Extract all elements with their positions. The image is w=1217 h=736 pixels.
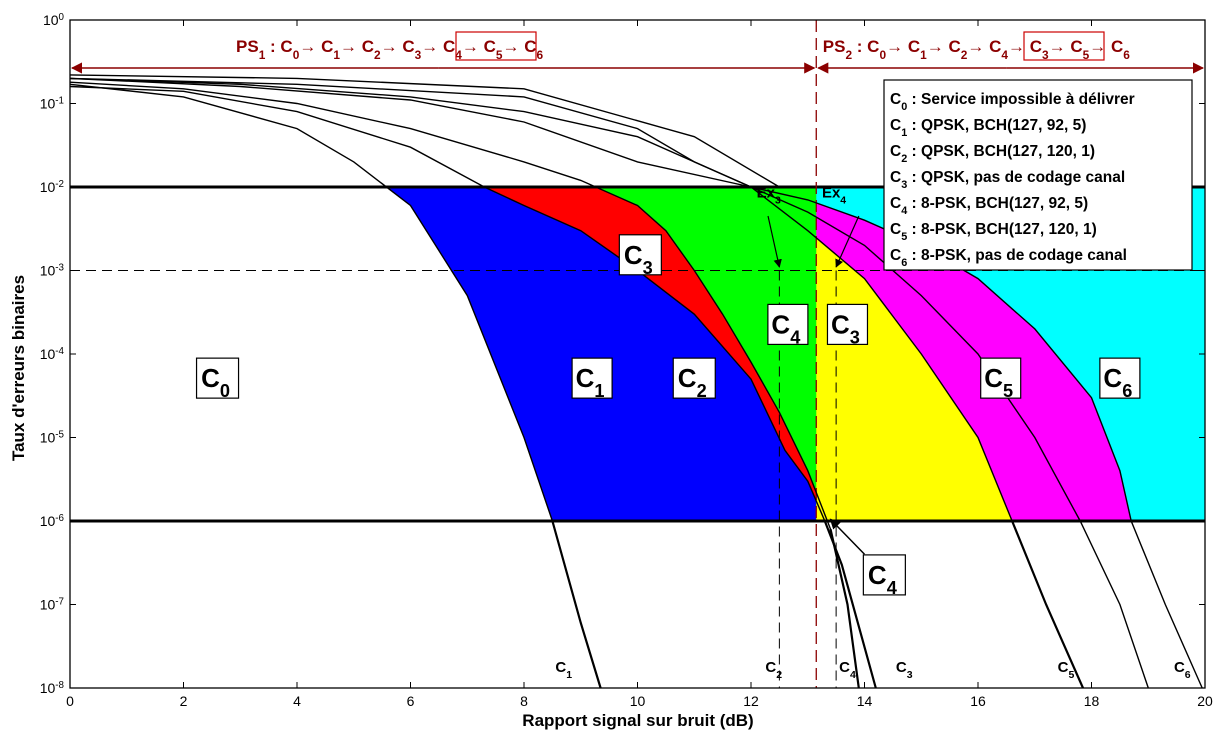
curve-bold-C2 bbox=[823, 520, 877, 689]
legend-entry-C0: C0 : Service impossible à délivrer bbox=[890, 91, 1135, 113]
region-label-box bbox=[826, 303, 869, 346]
curve-bold-C5 bbox=[1011, 520, 1085, 689]
region-label-C6: C6 bbox=[1103, 363, 1132, 401]
region-label-box bbox=[862, 554, 906, 596]
curve-label-C5: C5 bbox=[1058, 659, 1075, 681]
y-tick-label: 10-3 bbox=[40, 262, 65, 279]
curve-C3 bbox=[69, 77, 1149, 689]
legend: C0 : Service impossible à délivrer C1 : Q… bbox=[883, 79, 1193, 271]
legend-entry-C4: C4 : 8-PSK, BCH(127, 92, 5) bbox=[890, 195, 1088, 217]
x-tick-label: 8 bbox=[520, 693, 528, 709]
ps2-sequence: PS2 : C0→ C1→ C2→ C4→ C3→ C5→ C6 bbox=[823, 37, 1131, 62]
x-tick-label: 18 bbox=[1084, 693, 1100, 709]
y-tick-label: 10-1 bbox=[40, 95, 64, 112]
region-C3-right bbox=[816, 187, 1012, 521]
ex3-arrow bbox=[767, 215, 782, 268]
y-tick-label: 10-5 bbox=[40, 429, 65, 446]
ps1-sequence: PS1 : C0→ C1→ C2→ C3→ C4→ C5→ C6 bbox=[236, 37, 544, 62]
legend-entry-C5: C5 : 8-PSK, BCH(127, 120, 1) bbox=[890, 221, 1097, 243]
y-tick-label: 10-7 bbox=[40, 596, 64, 613]
ps2-swap-box bbox=[1023, 31, 1105, 61]
region-label-C2: C2 bbox=[678, 363, 707, 401]
curve-C4 bbox=[69, 81, 860, 689]
curve-C2 bbox=[69, 85, 877, 689]
region-label-C3: C3 bbox=[831, 309, 860, 347]
region-label-box bbox=[618, 234, 662, 276]
y-axis-label: Taux d'erreurs binaires bbox=[9, 275, 28, 461]
x-tick-label: 12 bbox=[743, 693, 759, 709]
x-tick-label: 16 bbox=[970, 693, 986, 709]
legend-entry-C6: C6 : 8-PSK, pas de codage canal bbox=[890, 247, 1127, 269]
y-tick-label: 10-2 bbox=[40, 179, 64, 196]
region-label-box bbox=[571, 357, 613, 399]
ps1-swap-box bbox=[455, 31, 537, 61]
ex3-label: Ex3 bbox=[757, 184, 781, 206]
x-tick-label: 14 bbox=[857, 693, 873, 709]
region-label-box bbox=[672, 357, 716, 399]
curve-label-C3: C3 bbox=[896, 659, 913, 681]
ex4-label: Ex4 bbox=[822, 184, 846, 206]
curve-C3 bbox=[69, 74, 780, 188]
region-label-C4: C4 bbox=[868, 560, 898, 598]
legend-entry-C3: C3 : QPSK, pas de codage canal bbox=[890, 169, 1125, 191]
axis-ticks: 0 2 4 6 8 10 12 14 16 18 20 100 10-1 10-2 10-3 10-4 10-5… bbox=[40, 12, 1213, 710]
region-label-box bbox=[980, 357, 1022, 399]
region-label-box bbox=[767, 303, 809, 346]
strategy-header: PS1 : C0→ C1→ C2→ C3→ C4→ C5→ C6 PS2 : C0… bbox=[70, 31, 1205, 74]
ex4-arrow bbox=[835, 215, 860, 268]
y-tick-label: 10-4 bbox=[40, 346, 65, 363]
curve-C5 bbox=[69, 77, 1084, 689]
x-tick-label: 10 bbox=[630, 693, 646, 709]
region-label-C0: C0 bbox=[201, 363, 230, 401]
y-tick-label: 10-6 bbox=[40, 513, 65, 530]
region-labels: C0 C1 C2 C3 C4 C3 C5 C6 C4 Ex3 Ex4 C1 C2 C4 C3 C5 C6 bbox=[195, 184, 1191, 681]
region-C5 bbox=[751, 187, 1132, 521]
curve-bold-C4 bbox=[829, 528, 860, 689]
region-label-C1: C1 bbox=[576, 363, 605, 401]
legend-entry-C1: C1 : QPSK, BCH(127, 92, 5) bbox=[890, 117, 1086, 139]
y-tick-label: 100 bbox=[43, 12, 65, 29]
legend-box bbox=[883, 79, 1193, 271]
region-C4-green bbox=[595, 187, 828, 521]
x-tick-label: 4 bbox=[293, 693, 301, 709]
curve-label-C2: C2 bbox=[765, 659, 782, 681]
region-label-C3: C3 bbox=[624, 240, 653, 278]
x-tick-label: 6 bbox=[407, 693, 415, 709]
y-tick-label: 10-8 bbox=[40, 680, 65, 697]
x-tick-label: 20 bbox=[1197, 693, 1213, 709]
x-tick-label: 2 bbox=[180, 693, 188, 709]
region-label-box bbox=[1099, 357, 1141, 399]
x-tick-label: 0 bbox=[66, 693, 74, 709]
curve-label-C4: C4 bbox=[839, 659, 856, 681]
legend-entry-C2: C2 : QPSK, BCH(127, 120, 1) bbox=[890, 143, 1095, 165]
region-label-box bbox=[195, 357, 240, 399]
x-axis-label: Rapport signal sur bruit (dB) bbox=[522, 711, 753, 730]
region-label-C5: C5 bbox=[984, 363, 1013, 401]
curve-label-C6: C6 bbox=[1174, 659, 1191, 681]
curve-bold-C1 bbox=[551, 520, 602, 689]
region-label-C4: C4 bbox=[771, 309, 801, 347]
c4-pointer bbox=[829, 518, 866, 555]
curve-label-C1: C1 bbox=[555, 659, 572, 681]
